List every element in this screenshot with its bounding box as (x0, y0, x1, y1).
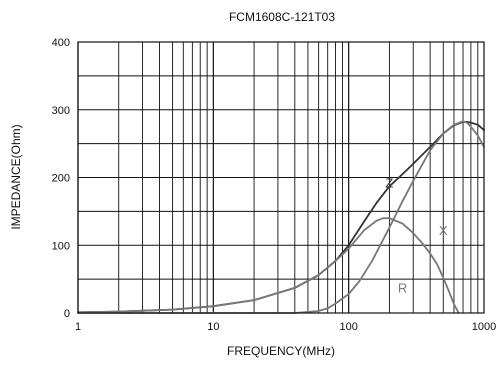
series-label-z: Z (385, 176, 393, 191)
x-tick-label: 10 (207, 321, 219, 333)
chart-title: FCM1608C-121T03 (229, 10, 335, 24)
y-tick-label: 300 (52, 105, 70, 117)
series-label-r: R (398, 281, 407, 296)
x-tick-label: 100 (339, 321, 357, 333)
y-axis-title: IMPEDANCE(Ohm) (9, 124, 23, 229)
grid-layer (77, 41, 484, 314)
x-tick-label: 1 (75, 321, 81, 333)
plot-frame (77, 41, 485, 314)
series-labels: Z X R (385, 176, 447, 296)
series-line-r (77, 120, 485, 314)
x-axis-title: FREQUENCY(MHz) (227, 344, 335, 358)
y-tick-label: 100 (52, 240, 70, 252)
series-line-z (77, 121, 485, 314)
tick-labels: 1 10 100 1000 0 100 200 300 400 (52, 37, 497, 333)
y-tick-label: 400 (52, 37, 70, 49)
y-tick-label: 200 (52, 173, 70, 185)
x-tick-label: 1000 (472, 321, 496, 333)
series-label-x: X (439, 223, 448, 238)
y-tick-label: 0 (64, 308, 70, 320)
series-line-x (77, 217, 460, 314)
series-layer (77, 120, 485, 314)
